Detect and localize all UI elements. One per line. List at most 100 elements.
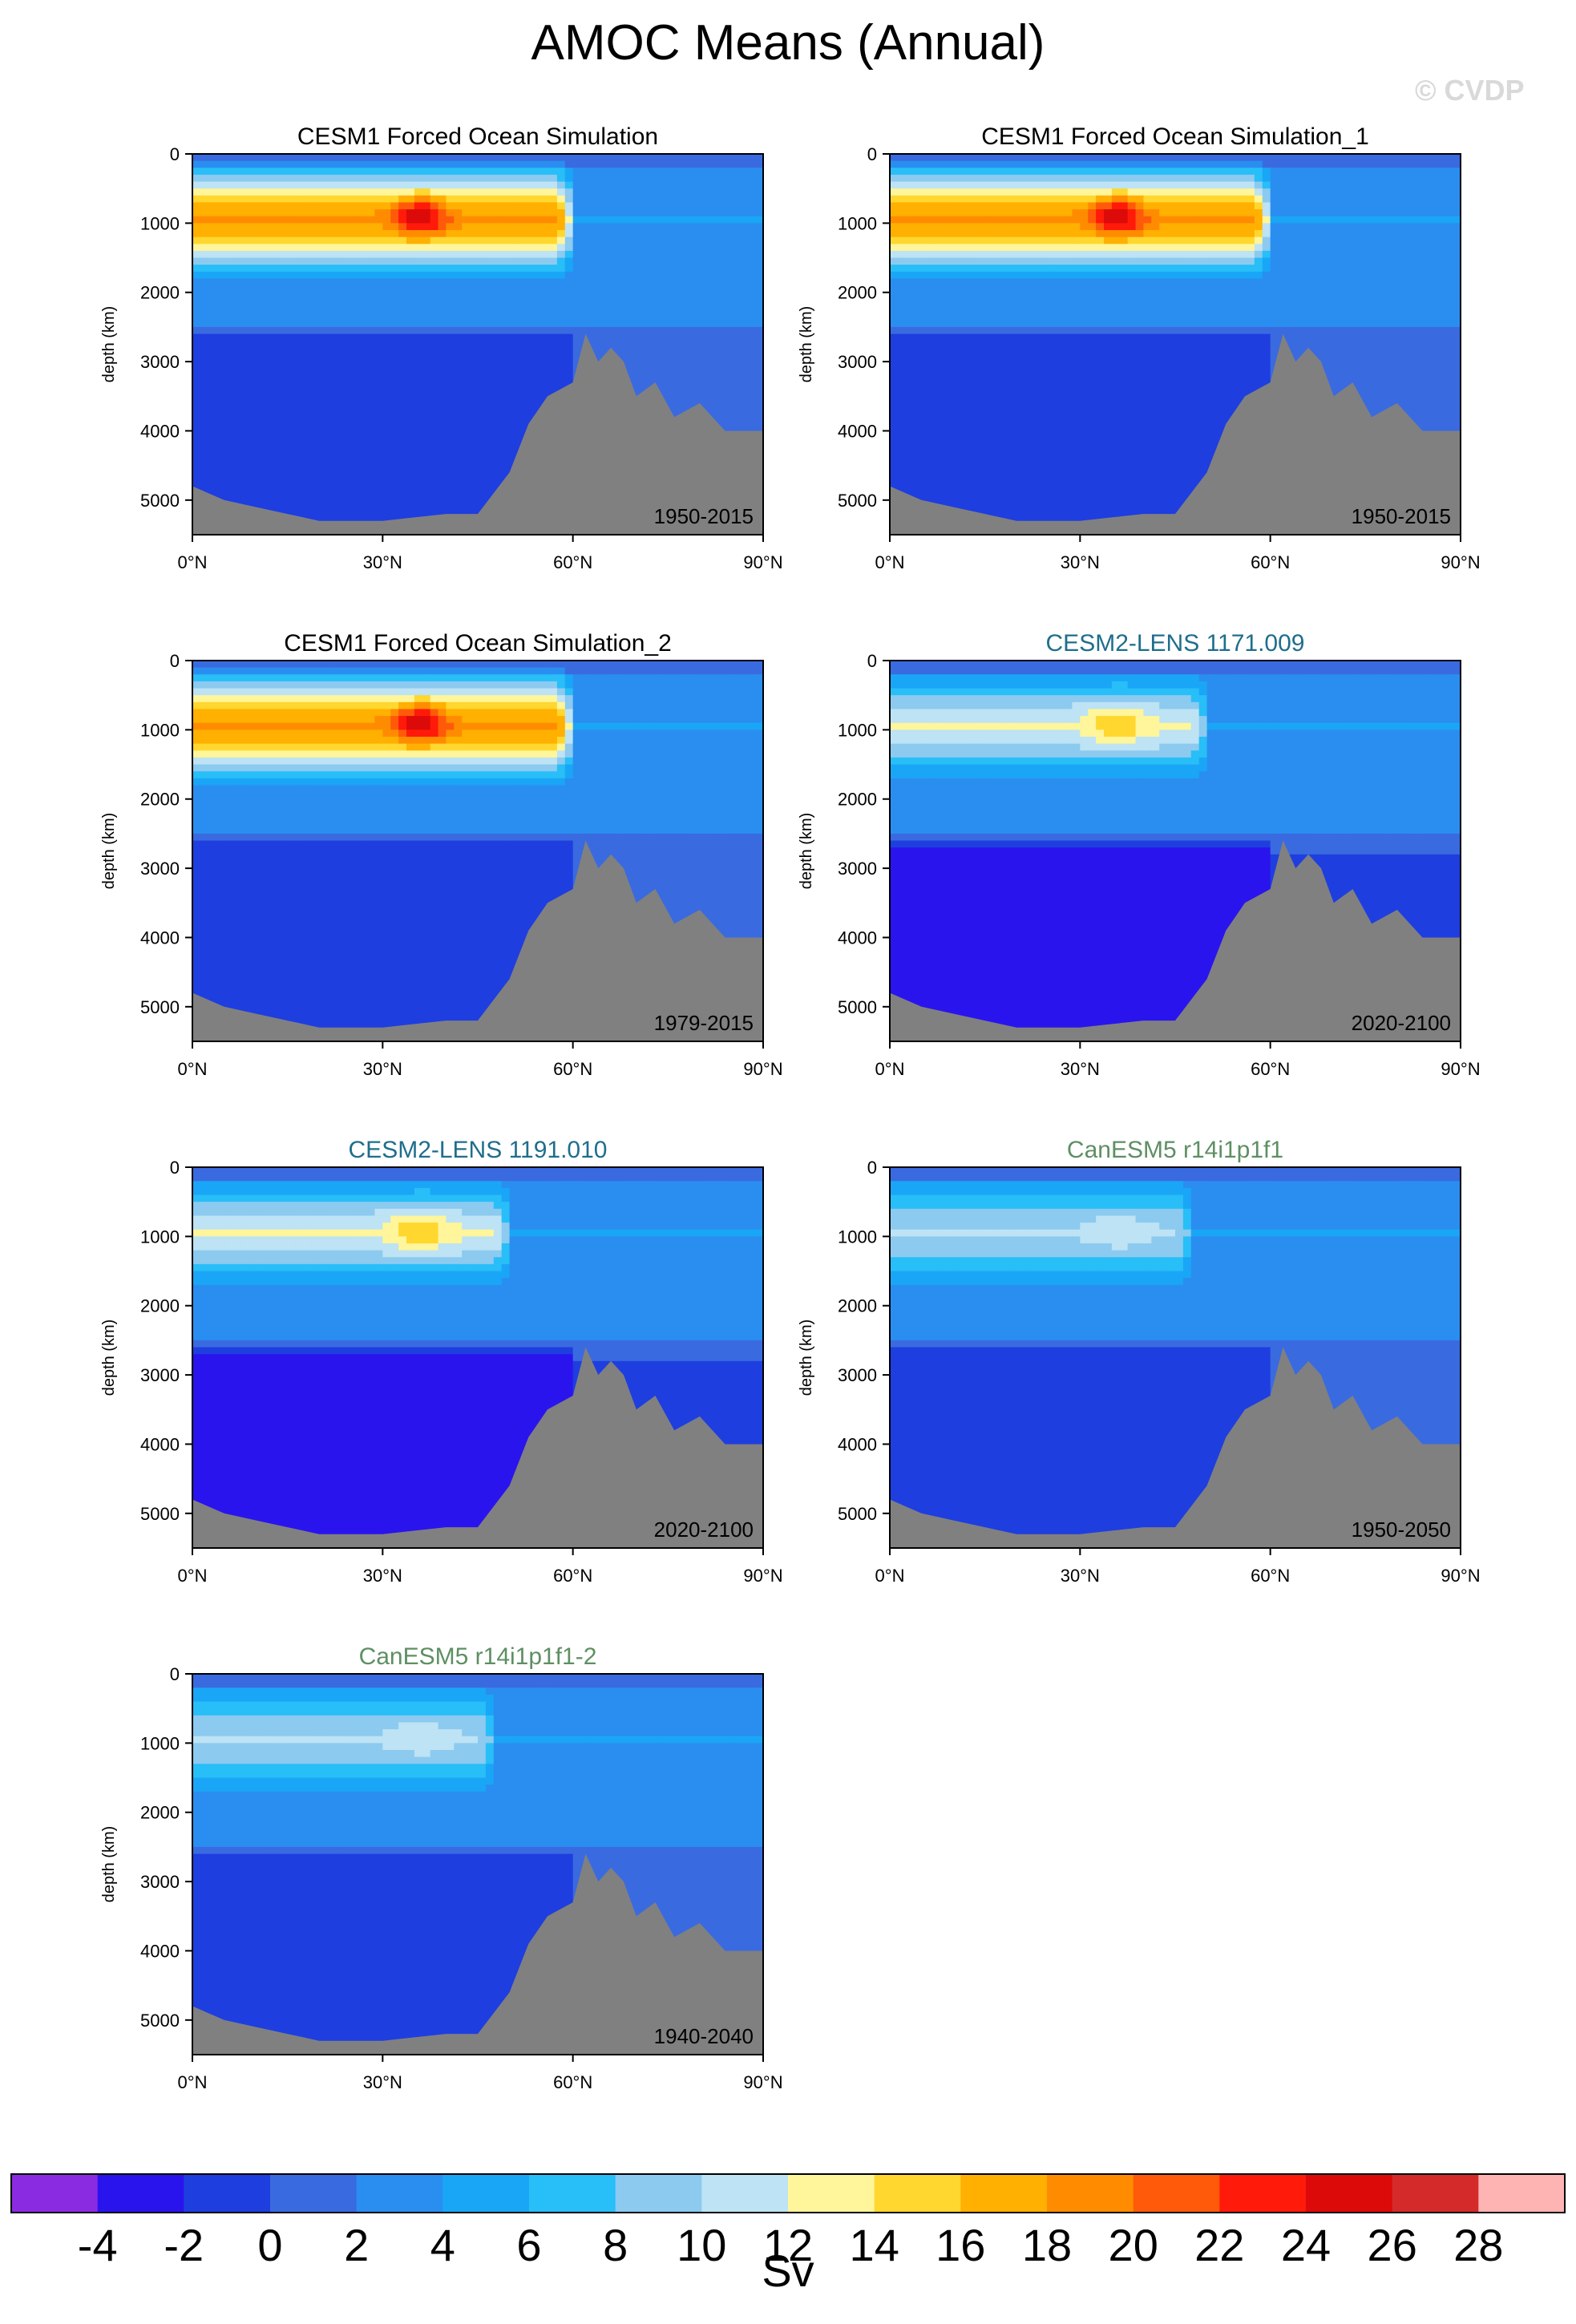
colorbar-swatch (356, 2174, 443, 2213)
bathymetry-mask (890, 840, 1461, 1041)
x-tick-label: 30°N (363, 2072, 402, 2092)
colorbar-swatch (788, 2174, 875, 2213)
period-label: 1950-2050 (1352, 1518, 1451, 1542)
y-tick-label: 3000 (140, 1872, 180, 1892)
colorbar-swatch (874, 2174, 961, 2213)
panel-title: CanESM5 r14i1p1f1 (1067, 1137, 1283, 1163)
bathymetry-mask (192, 1347, 763, 1548)
panel-title: CESM1 Forced Ocean Simulation (297, 123, 658, 150)
colorbar-tick-label: 2 (344, 2220, 369, 2270)
streamfunction-field (192, 154, 763, 535)
period-label: 2020-2100 (654, 1518, 754, 1542)
amoc-panel-6: CanESM5 r14i1p1f1 1950-2050 0 1000 2000 3000 4… (798, 1137, 1481, 1586)
colorbar-tick-label: 26 (1368, 2220, 1417, 2270)
y-tick-label: 4000 (140, 1941, 180, 1961)
x-tick-label: 0°N (178, 1059, 208, 1079)
y-tick-label: 3000 (838, 859, 877, 879)
colorbar-swatch (1306, 2174, 1393, 2213)
colorbar-swatch (1133, 2174, 1220, 2213)
x-tick-label: 60°N (1251, 1059, 1290, 1079)
amoc-panel-2: CESM1 Forced Ocean Simulation_1 1950-2015… (798, 123, 1481, 572)
x-tick-label: 90°N (743, 1566, 782, 1586)
colorbar-swatch (1219, 2174, 1307, 2213)
colorbar-swatch (442, 2174, 530, 2213)
y-tick-label: 4000 (838, 1434, 877, 1454)
x-tick-label: 90°N (1441, 552, 1480, 572)
y-tick-label: 2000 (140, 283, 180, 303)
x-tick-label: 60°N (1251, 552, 1290, 572)
panel-frame (889, 1166, 1461, 1549)
panel-frame (192, 1673, 764, 2055)
period-label: 2020-2100 (1352, 1011, 1451, 1035)
colorbar-swatch (184, 2174, 271, 2213)
panel-frame (192, 153, 764, 536)
panel-title: CanESM5 r14i1p1f1-2 (359, 1643, 597, 1670)
y-axis-label: depth (km) (798, 306, 815, 383)
colorbar-swatch (1047, 2174, 1134, 2213)
y-tick-label: 3000 (838, 352, 877, 372)
colorbar-tick-label: 22 (1194, 2220, 1244, 2270)
colorbar-swatch (701, 2174, 789, 2213)
y-tick-label: 1000 (140, 213, 180, 233)
colorbar-tick-label: 28 (1453, 2220, 1503, 2270)
streamfunction-field (890, 1167, 1461, 1548)
period-label: 1940-2040 (654, 2024, 754, 2048)
y-tick-label: 1000 (838, 720, 877, 740)
colorbar-tick-label: 6 (516, 2220, 541, 2270)
y-tick-label: 0 (170, 1158, 180, 1178)
y-tick-label: 4000 (838, 928, 877, 948)
x-tick-label: 60°N (553, 1566, 592, 1586)
period-label: 1979-2015 (654, 1011, 754, 1035)
y-tick-label: 2000 (838, 283, 877, 303)
y-tick-label: 0 (170, 144, 180, 164)
panel-frame (192, 1166, 764, 1549)
cvdp-watermark: © CVDP (1415, 74, 1525, 107)
y-tick-label: 4000 (140, 421, 180, 441)
y-tick-label: 1000 (140, 720, 180, 740)
panel-title: CESM1 Forced Ocean Simulation_2 (284, 630, 672, 657)
panel-frame (889, 660, 1461, 1042)
x-tick-label: 0°N (875, 552, 905, 572)
amoc-panel-7: CanESM5 r14i1p1f1-2 1940-2040 0 1000 2000 300… (100, 1643, 783, 2092)
streamfunction-field (890, 154, 1461, 535)
y-axis-label: depth (km) (798, 813, 815, 890)
y-tick-label: 5000 (838, 997, 877, 1017)
y-tick-label: 0 (867, 1158, 877, 1178)
amoc-panel-1: CESM1 Forced Ocean Simulation 1950-2015 0 1… (100, 123, 783, 572)
x-tick-label: 0°N (178, 2072, 208, 2092)
y-axis-label: depth (km) (798, 1320, 815, 1396)
y-tick-label: 4000 (140, 928, 180, 948)
amoc-panel-4: CESM2-LENS 1171.009 2020-2100 0 1000 2000 300… (798, 630, 1481, 1079)
y-tick-label: 0 (867, 144, 877, 164)
y-tick-label: 5000 (838, 1504, 877, 1524)
streamfunction-field (192, 1167, 763, 1548)
x-tick-label: 0°N (875, 1566, 905, 1586)
y-tick-label: 5000 (140, 491, 180, 511)
x-tick-label: 30°N (1061, 1059, 1100, 1079)
x-tick-label: 30°N (1061, 552, 1100, 572)
amoc-panel-5: CESM2-LENS 1191.010 2020-2100 0 1000 2000 300… (100, 1137, 783, 1586)
x-tick-label: 30°N (1061, 1566, 1100, 1586)
figure-title: AMOC Means (Annual) (0, 14, 1576, 71)
y-tick-label: 3000 (140, 859, 180, 879)
period-label: 1950-2015 (654, 504, 754, 528)
y-tick-label: 2000 (140, 790, 180, 810)
x-tick-label: 90°N (1441, 1566, 1480, 1586)
panel-title: CESM2-LENS 1191.010 (349, 1137, 608, 1163)
bathymetry-mask (890, 1347, 1461, 1548)
y-tick-label: 5000 (140, 997, 180, 1017)
colorbar-swatch (960, 2174, 1048, 2213)
colorbar-tick-label: 0 (257, 2220, 282, 2270)
y-axis-label: depth (km) (100, 1320, 118, 1396)
colorbar-tick-label: 4 (430, 2220, 455, 2270)
colorbar-unit: Sv (0, 2245, 1576, 2297)
colorbar-swatch (97, 2174, 184, 2213)
streamfunction-field (192, 661, 763, 1041)
x-tick-label: 60°N (553, 1059, 592, 1079)
y-tick-label: 1000 (838, 1227, 877, 1247)
y-tick-label: 3000 (140, 1365, 180, 1385)
y-tick-label: 0 (170, 651, 180, 671)
colorbar-tick-label: 24 (1281, 2220, 1331, 2270)
